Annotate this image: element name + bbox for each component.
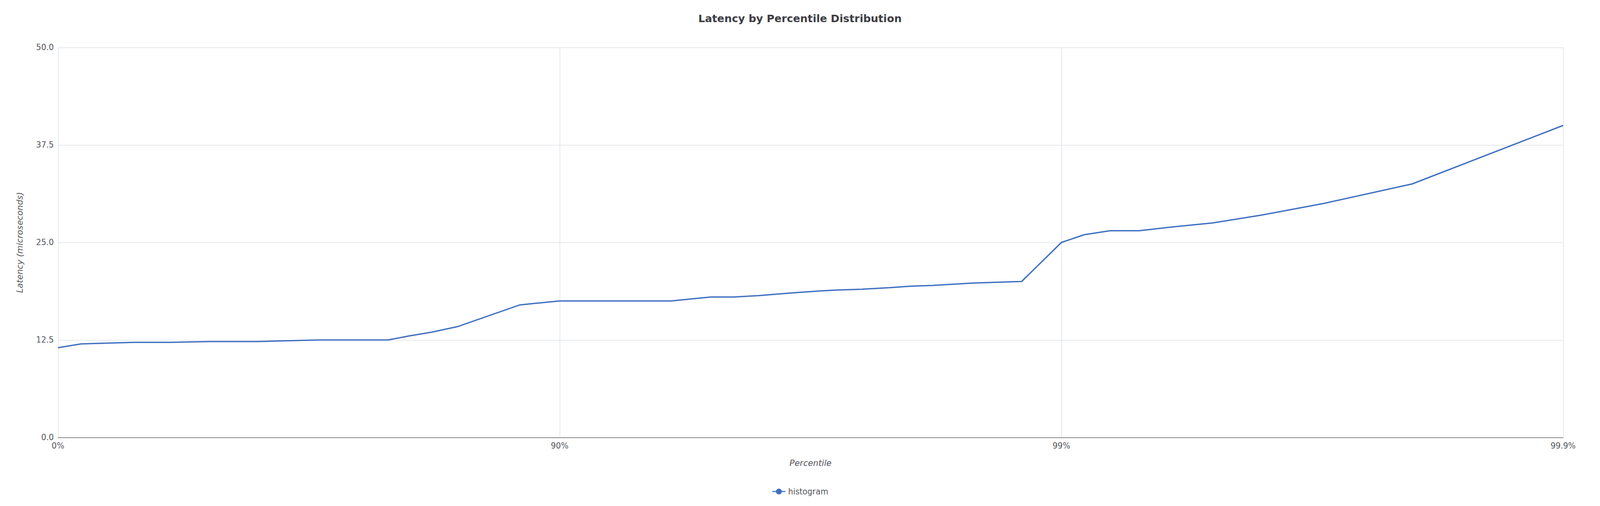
svg-text:0.0: 0.0 — [41, 432, 54, 443]
svg-text:Latency by Percentile Distribu: Latency by Percentile Distribution — [698, 12, 902, 25]
svg-text:99.9%: 99.9% — [1550, 441, 1576, 451]
svg-text:37.5: 37.5 — [36, 140, 54, 150]
svg-text:Percentile: Percentile — [789, 457, 832, 468]
svg-text:50.0: 50.0 — [36, 42, 54, 53]
svg-text:90%: 90% — [550, 441, 569, 451]
svg-text:0%: 0% — [51, 441, 65, 451]
svg-text:Latency (microseconds): Latency (microseconds) — [14, 191, 25, 293]
svg-text:histogram: histogram — [787, 486, 828, 497]
svg-text:25.0: 25.0 — [36, 237, 54, 248]
svg-text:99%: 99% — [1052, 441, 1070, 451]
svg-text:12.5: 12.5 — [36, 335, 54, 345]
